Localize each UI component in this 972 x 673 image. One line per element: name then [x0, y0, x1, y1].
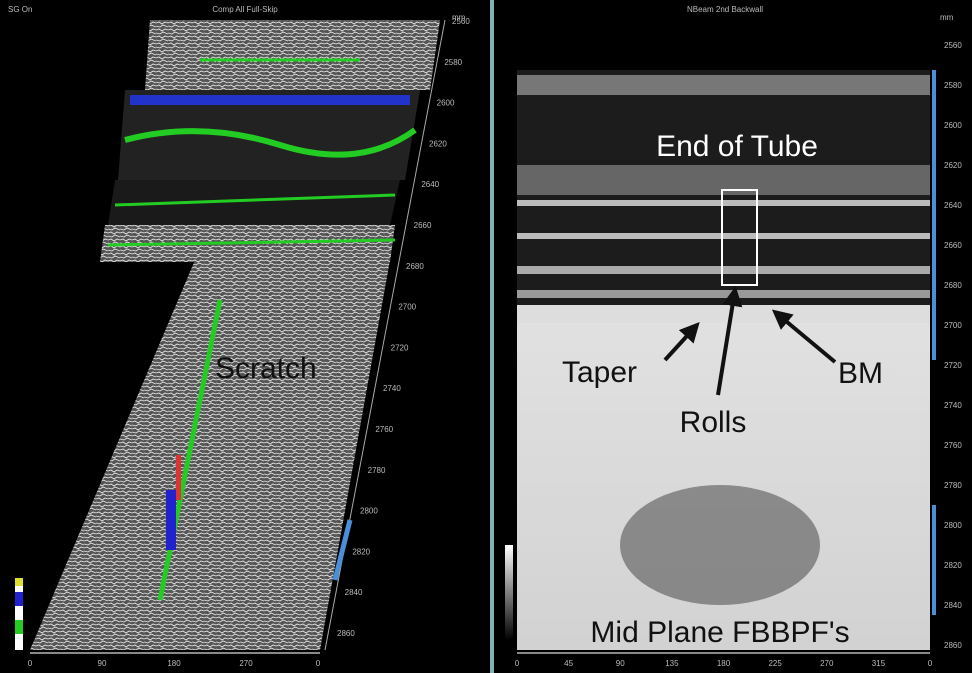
indicator: [932, 505, 936, 615]
color-scale: [15, 620, 23, 634]
y-tick-label: 2860: [944, 641, 962, 650]
y-tick-label: 2600: [437, 99, 455, 108]
divider: [490, 0, 494, 673]
page: SG On Comp All Full-Skip mm Scratch NBea…: [0, 0, 972, 673]
y-tick-label: 2680: [944, 281, 962, 290]
annotation: BM: [838, 357, 883, 390]
x-tick-label: 0: [515, 659, 520, 668]
y-tick-label: 2640: [944, 201, 962, 210]
scan-band: [517, 200, 930, 206]
scan-band: [517, 290, 930, 298]
x-tick-label: 45: [564, 659, 573, 668]
y-tick-label: 2840: [944, 601, 962, 610]
scan-band: [517, 233, 930, 239]
scratch-signal: [176, 455, 181, 500]
annotation: Scratch: [215, 352, 317, 385]
axis: [517, 652, 930, 654]
unit-label: mm: [940, 13, 954, 22]
scan-band: [517, 266, 930, 274]
y-tick-label: 2580: [444, 58, 462, 67]
x-tick-label: 0: [928, 659, 933, 668]
x-tick-label: 135: [665, 659, 679, 668]
y-tick-label: 2560: [944, 41, 962, 50]
x-tick-label: 90: [98, 659, 107, 668]
screenshot: SG On Comp All Full-Skip mm Scratch NBea…: [0, 0, 972, 673]
scan-band: [145, 20, 440, 90]
color-scale: [15, 578, 23, 586]
x-tick-label: 225: [768, 659, 782, 668]
x-tick-label: 0: [28, 659, 33, 668]
x-tick-label: 315: [872, 659, 886, 668]
x-tick-label: 180: [167, 659, 181, 668]
y-tick-label: 2700: [944, 321, 962, 330]
scratch-signal: [166, 490, 176, 550]
y-tick-label: 2800: [360, 507, 378, 516]
y-tick-label: 2860: [337, 629, 355, 638]
y-tick-label: 2560: [452, 17, 470, 26]
y-tick-label: 2720: [944, 361, 962, 370]
annotation: Rolls: [680, 406, 747, 439]
x-tick-label: 270: [239, 659, 253, 668]
indications: [620, 485, 820, 605]
x-tick-label: 90: [616, 659, 625, 668]
y-tick-label: 2760: [944, 441, 962, 450]
annotation: Taper: [562, 356, 637, 389]
y-tick-label: 2660: [944, 241, 962, 250]
panel-label: SG On: [8, 5, 32, 14]
y-tick-label: 2700: [398, 303, 416, 312]
y-tick-label: 2580: [944, 81, 962, 90]
scan-band: [517, 305, 930, 323]
panel-title: NBeam 2nd Backwall: [687, 5, 763, 14]
y-tick-label: 2780: [368, 466, 386, 475]
y-tick-label: 2780: [944, 481, 962, 490]
x-tick-label: 180: [717, 659, 731, 668]
annotation: Mid Plane FBBPF's: [590, 616, 849, 649]
y-tick-label: 2620: [429, 139, 447, 148]
annotation: End of Tube: [656, 130, 818, 163]
y-tick-label: 2600: [944, 121, 962, 130]
y-tick-label: 2720: [391, 343, 409, 352]
y-tick-label: 2820: [352, 547, 370, 556]
y-tick-label: 2800: [944, 521, 962, 530]
color-scale: [15, 578, 23, 650]
indicator: [932, 70, 936, 360]
y-tick-label: 2660: [414, 221, 432, 230]
x-tick-label: 0: [316, 659, 321, 668]
scan-band: [517, 75, 930, 95]
y-tick-label: 2820: [944, 561, 962, 570]
x-tick-label: 270: [820, 659, 834, 668]
y-tick-label: 2840: [345, 588, 363, 597]
y-tick-label: 2740: [383, 384, 401, 393]
y-tick-label: 2680: [406, 262, 424, 271]
gray-scale: [505, 545, 513, 640]
axis: [30, 652, 320, 654]
panel-title: Comp All Full-Skip: [212, 5, 278, 14]
color-scale: [15, 592, 23, 606]
y-tick-label: 2760: [375, 425, 393, 434]
y-tick-label: 2640: [421, 180, 439, 189]
y-tick-label: 2620: [944, 161, 962, 170]
y-tick-label: 2740: [944, 401, 962, 410]
